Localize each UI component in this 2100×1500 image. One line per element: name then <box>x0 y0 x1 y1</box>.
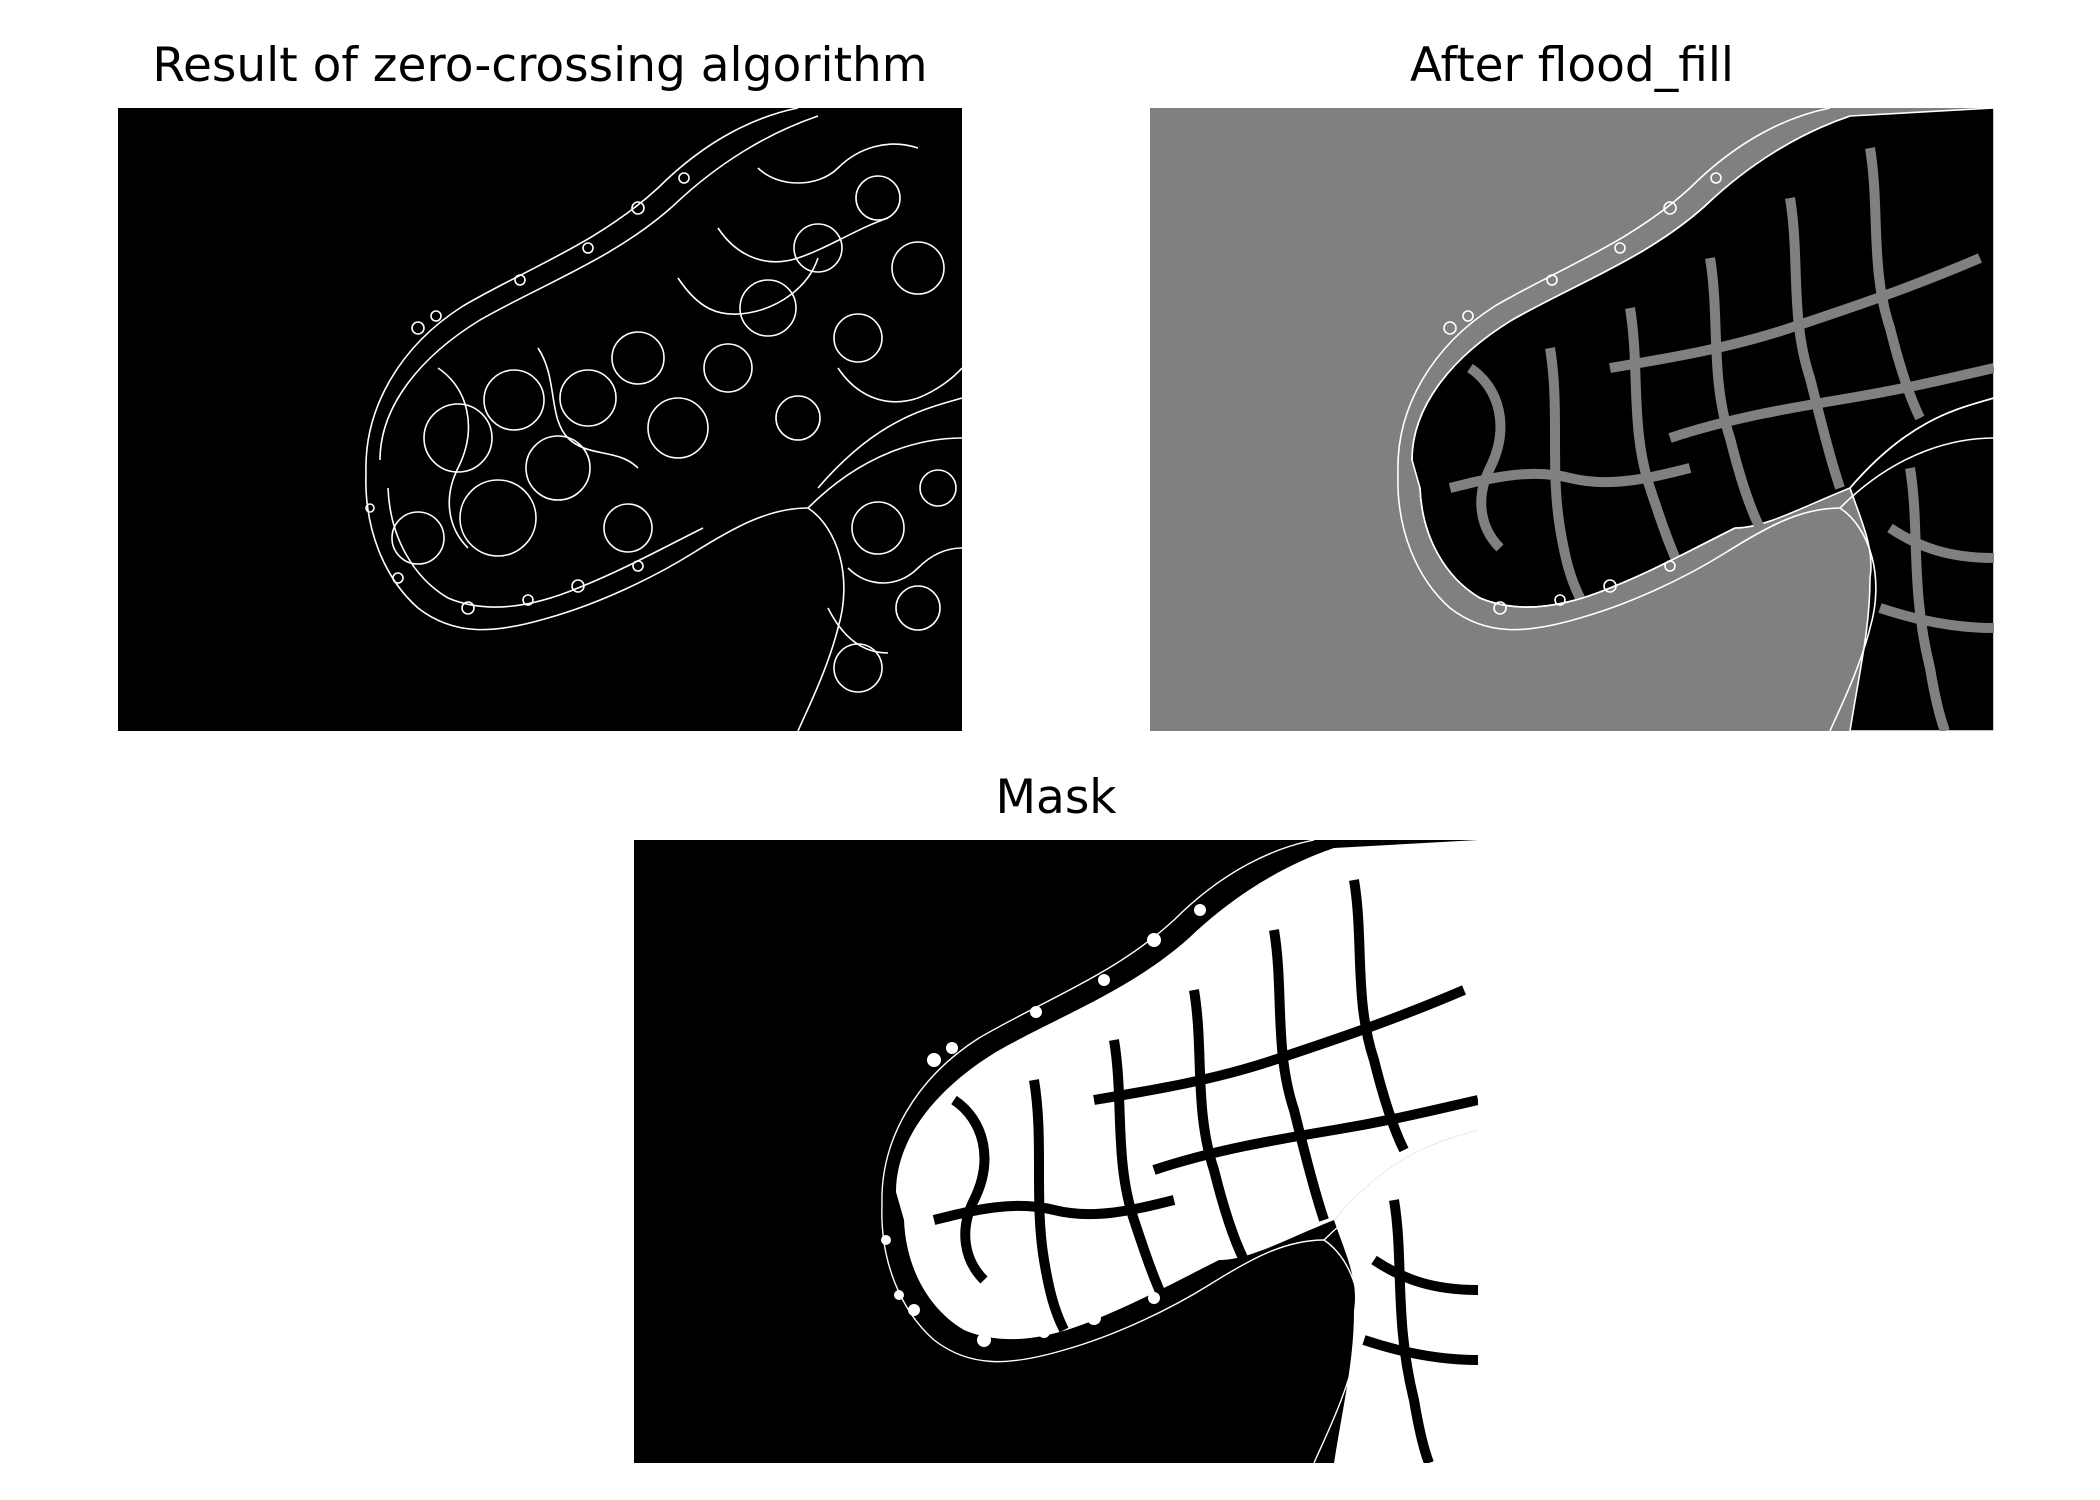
flood-fill-edges <box>1397 108 1994 731</box>
mask-ridges <box>932 879 1478 1463</box>
zero-crossing-background <box>118 108 962 731</box>
zero-crossing-image-canvas <box>118 108 962 731</box>
panel-title-mask: Mask <box>995 770 1117 825</box>
panel-title-flood-fill: After flood_fill <box>1410 38 1734 93</box>
mask-edges <box>881 840 1478 1463</box>
zero-crossing-image <box>118 108 962 731</box>
zero-crossing-edges <box>365 108 962 731</box>
mask-image <box>634 840 1478 1463</box>
mask-dots <box>881 904 1206 1347</box>
flood-fill-image-canvas <box>1150 108 1994 731</box>
panel-title-zero-crossing: Result of zero-crossing algorithm <box>152 38 928 93</box>
flood-fill-ridges <box>1448 147 1994 731</box>
mask-image-canvas <box>634 840 1478 1463</box>
flood-fill-image <box>1150 108 1994 731</box>
